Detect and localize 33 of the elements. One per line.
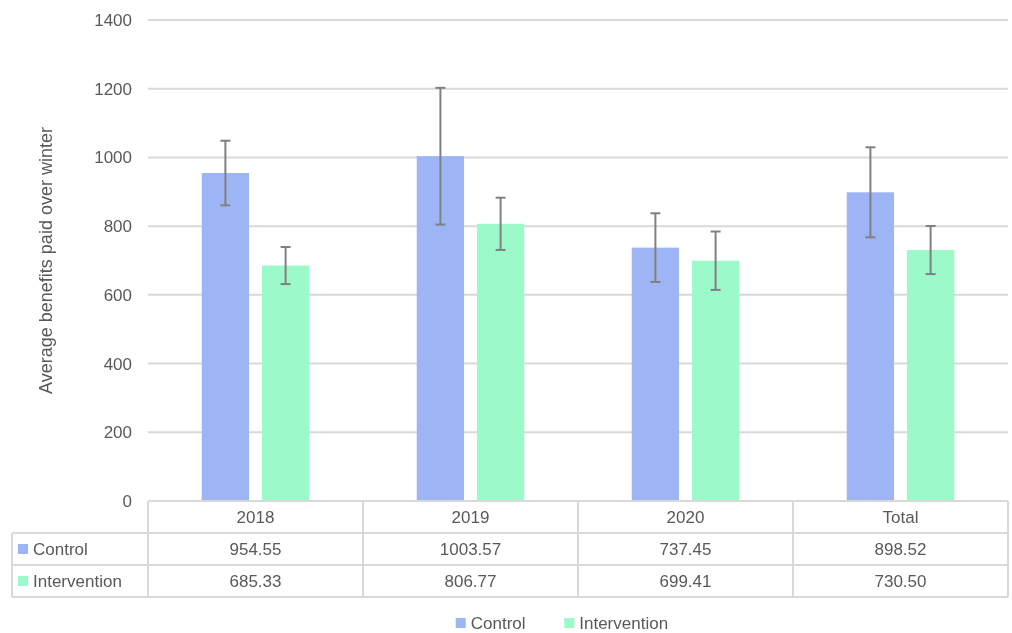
- bar: [201, 173, 250, 501]
- text: Control: [33, 539, 88, 559]
- bar: [906, 250, 955, 501]
- y-tick-label: 800: [103, 217, 132, 237]
- x-tick-label: Total: [882, 507, 919, 527]
- y-tick-label: 1200: [94, 79, 132, 99]
- data-label: 806.77: [444, 571, 497, 591]
- y-tick-label: 600: [103, 285, 132, 305]
- x-tick-label: 2018: [236, 507, 275, 527]
- data-label: 1003.57: [439, 539, 502, 559]
- bar: [691, 260, 740, 501]
- legend-label: Control: [470, 613, 526, 633]
- y-tick-label: 1400: [94, 10, 132, 30]
- legend-label: Intervention: [579, 613, 669, 633]
- y-axis-title: Average benefits paid over winter: [36, 127, 56, 394]
- data-label: 730.50: [874, 571, 927, 591]
- bar: [261, 265, 310, 501]
- bar: [631, 247, 680, 501]
- data-label: 685.33: [229, 571, 282, 591]
- x-tick-label: 2020: [666, 507, 705, 527]
- bar: [416, 156, 465, 501]
- y-tick-label: 200: [103, 423, 132, 443]
- y-tick-label: 400: [103, 354, 132, 374]
- bar: [846, 192, 895, 501]
- data-label: 954.55: [229, 539, 282, 559]
- y-tick-label: 1000: [94, 148, 132, 168]
- data-label: 699.41: [659, 571, 712, 591]
- data-label: 737.45: [659, 539, 712, 559]
- bar: [476, 223, 525, 501]
- y-tick-label: 0: [122, 491, 132, 511]
- data-label: 898.52: [874, 539, 927, 559]
- x-tick-label: 2019: [451, 507, 490, 527]
- text: Intervention: [33, 571, 122, 591]
